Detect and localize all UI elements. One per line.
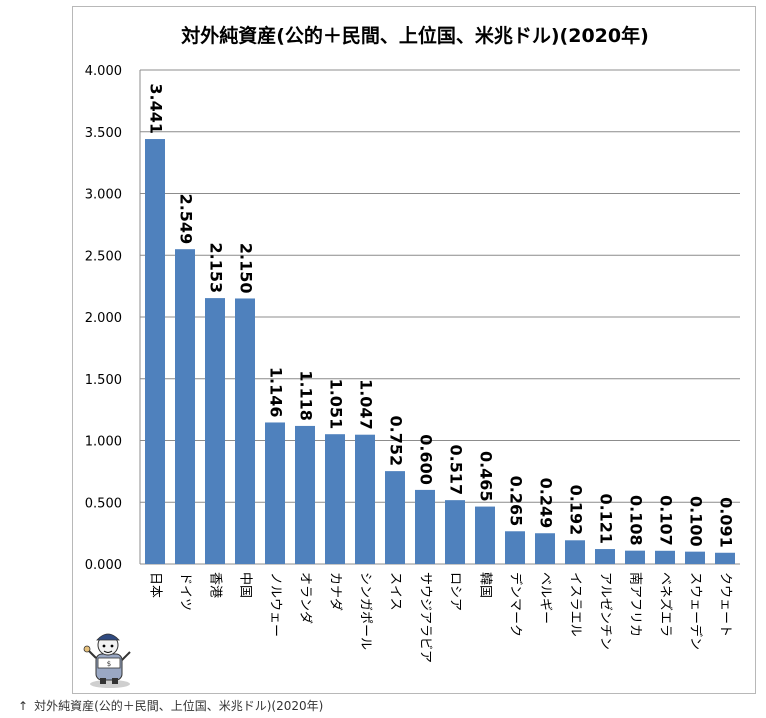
x-tick-label: デンマーク <box>508 572 524 637</box>
bar <box>535 533 555 564</box>
data-label: 0.600 <box>417 434 436 485</box>
data-label: 1.146 <box>267 367 286 418</box>
y-tick-label: 2.000 <box>85 311 122 326</box>
data-label: 0.091 <box>717 497 736 548</box>
figure-caption: ↑ 対外純資産(公的＋民間、上位国、米兆ドル)(2020年) <box>18 697 323 714</box>
y-tick-label: 1.000 <box>85 435 122 450</box>
x-tick-label: シンガポール <box>358 572 373 650</box>
bar <box>715 552 735 564</box>
x-tick-label: 中国 <box>238 572 253 598</box>
y-tick-label: 3.500 <box>85 126 122 141</box>
x-tick-label: 南アフリカ <box>628 572 644 637</box>
x-tick-label: ノルウェー <box>268 572 283 637</box>
data-label: 0.517 <box>447 445 466 496</box>
bar <box>205 298 225 564</box>
caption-text: 対外純資産(公的＋民間、上位国、米兆ドル)(2020年) <box>34 699 324 713</box>
chart-title: 対外純資産(公的＋民間、上位国、米兆ドル)(2020年) <box>180 24 649 47</box>
data-label: 0.265 <box>507 476 526 527</box>
y-tick-label: 4.000 <box>85 64 122 79</box>
data-label: 0.249 <box>537 478 556 529</box>
bar <box>235 298 255 564</box>
x-tick-label: オランダ <box>298 572 313 624</box>
bar <box>175 249 195 565</box>
data-label: 0.100 <box>687 496 706 547</box>
bar <box>385 471 405 564</box>
y-tick-label: 2.500 <box>85 249 122 264</box>
x-tick-label: 韓国 <box>478 572 493 598</box>
data-label: 0.107 <box>657 495 676 546</box>
data-label: 0.192 <box>567 485 586 536</box>
x-tick-label: ベネズエラ <box>658 572 674 637</box>
x-tick-label: クウェート <box>718 572 733 637</box>
x-tick-label: スウェーデン <box>688 572 704 650</box>
caption-arrow: ↑ <box>18 699 29 713</box>
data-label: 2.150 <box>237 243 256 294</box>
bar <box>145 139 165 564</box>
bar <box>685 551 705 564</box>
x-tick-label: ロシア <box>448 572 463 611</box>
bar <box>595 549 615 564</box>
mascot-icon: $ <box>83 633 131 688</box>
y-tick-label: 3.000 <box>85 188 122 203</box>
bar <box>325 434 345 564</box>
y-tick-label: 1.500 <box>85 373 122 388</box>
bar <box>625 550 645 564</box>
y-tick-label: 0.000 <box>85 558 122 573</box>
x-tick-label: カナダ <box>328 572 343 611</box>
data-label: 1.118 <box>297 370 316 421</box>
x-tick-label: 香港 <box>208 572 223 598</box>
svg-text:$: $ <box>107 660 111 668</box>
data-label: 2.153 <box>207 242 226 293</box>
x-tick-label: サウジアラビア <box>418 572 433 663</box>
bar <box>295 425 315 564</box>
y-tick-label: 0.500 <box>85 496 122 511</box>
x-tick-label: ベルギー <box>538 572 553 624</box>
bar <box>655 550 675 564</box>
data-label: 0.465 <box>477 451 496 502</box>
data-label: 0.752 <box>387 416 406 467</box>
x-tick-label: スイス <box>388 572 403 611</box>
bar <box>565 540 585 564</box>
x-tick-label: 日本 <box>148 572 163 598</box>
bar <box>265 422 285 564</box>
data-label: 0.121 <box>597 493 616 544</box>
x-tick-label: ドイツ <box>178 572 193 611</box>
bar <box>445 500 465 564</box>
bar <box>355 434 375 564</box>
data-label: 3.441 <box>147 83 166 134</box>
bar <box>505 531 525 564</box>
bar <box>415 489 435 564</box>
data-label: 1.051 <box>327 379 346 430</box>
data-label: 1.047 <box>357 379 376 430</box>
data-label: 0.108 <box>627 495 646 546</box>
data-label: 2.549 <box>177 194 196 245</box>
x-tick-label: イスラエル <box>568 572 583 637</box>
bar <box>475 506 495 564</box>
x-tick-label: アルゼンチン <box>598 572 613 650</box>
